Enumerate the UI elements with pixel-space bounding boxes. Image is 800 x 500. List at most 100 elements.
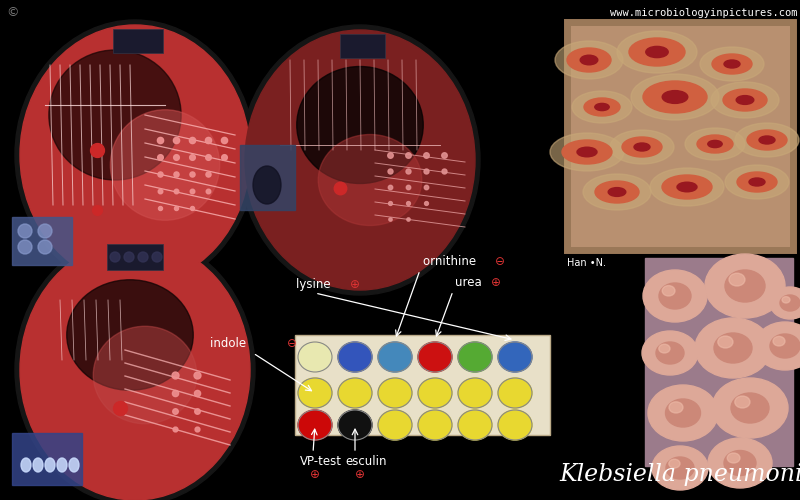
Ellipse shape <box>498 410 532 440</box>
Ellipse shape <box>555 41 623 79</box>
Ellipse shape <box>749 178 765 186</box>
Ellipse shape <box>94 326 197 424</box>
Ellipse shape <box>45 458 55 472</box>
Text: esculin: esculin <box>345 455 386 468</box>
Ellipse shape <box>584 98 620 116</box>
Ellipse shape <box>20 25 250 285</box>
Ellipse shape <box>49 50 181 180</box>
Ellipse shape <box>729 273 745 286</box>
Ellipse shape <box>69 458 79 472</box>
Ellipse shape <box>659 283 691 309</box>
Ellipse shape <box>634 143 650 151</box>
Ellipse shape <box>418 410 452 440</box>
Ellipse shape <box>631 74 719 120</box>
Ellipse shape <box>458 342 492 372</box>
Bar <box>340 34 385 58</box>
Ellipse shape <box>595 181 639 203</box>
Ellipse shape <box>378 410 412 440</box>
Circle shape <box>18 224 32 238</box>
Ellipse shape <box>418 342 452 372</box>
Ellipse shape <box>580 55 598 65</box>
Ellipse shape <box>736 96 754 104</box>
Ellipse shape <box>770 287 800 319</box>
Ellipse shape <box>731 393 769 423</box>
Ellipse shape <box>240 25 480 295</box>
Ellipse shape <box>577 147 597 157</box>
Ellipse shape <box>378 378 412 408</box>
Ellipse shape <box>697 135 733 153</box>
Ellipse shape <box>643 270 707 322</box>
Ellipse shape <box>656 342 684 364</box>
Ellipse shape <box>110 110 220 220</box>
Ellipse shape <box>608 188 626 196</box>
Ellipse shape <box>737 172 777 192</box>
Ellipse shape <box>662 90 688 104</box>
Ellipse shape <box>338 342 372 372</box>
Ellipse shape <box>629 38 685 66</box>
Text: Klebsiella pneumoniae: Klebsiella pneumoniae <box>559 463 800 486</box>
Ellipse shape <box>723 89 767 111</box>
Ellipse shape <box>298 342 332 372</box>
Ellipse shape <box>498 342 532 372</box>
Circle shape <box>38 240 52 254</box>
Ellipse shape <box>550 133 624 171</box>
Ellipse shape <box>643 81 707 113</box>
Ellipse shape <box>666 399 701 427</box>
Bar <box>295 335 550 435</box>
Ellipse shape <box>652 446 708 490</box>
Ellipse shape <box>567 48 611 72</box>
Bar <box>107 244 163 270</box>
Bar <box>240 145 295 210</box>
Ellipse shape <box>685 128 745 160</box>
Ellipse shape <box>33 458 43 472</box>
Ellipse shape <box>782 296 790 303</box>
Ellipse shape <box>298 410 332 440</box>
Text: indole: indole <box>210 337 250 350</box>
Ellipse shape <box>297 66 423 184</box>
Ellipse shape <box>298 378 332 408</box>
Ellipse shape <box>15 235 255 500</box>
Ellipse shape <box>458 410 492 440</box>
Ellipse shape <box>724 450 756 475</box>
Circle shape <box>38 224 52 238</box>
Ellipse shape <box>708 140 722 147</box>
Circle shape <box>18 240 32 254</box>
Circle shape <box>138 252 148 262</box>
Ellipse shape <box>669 459 680 468</box>
Ellipse shape <box>583 174 651 210</box>
Ellipse shape <box>662 286 675 296</box>
Ellipse shape <box>695 318 771 378</box>
Ellipse shape <box>705 254 785 318</box>
Ellipse shape <box>662 175 712 199</box>
Ellipse shape <box>700 47 764 81</box>
Ellipse shape <box>725 165 789 199</box>
Text: ⊕: ⊕ <box>350 278 360 291</box>
Ellipse shape <box>755 322 800 370</box>
Bar <box>12 217 72 265</box>
Text: ⊖: ⊖ <box>495 255 505 268</box>
Ellipse shape <box>712 378 788 438</box>
Circle shape <box>110 252 120 262</box>
Circle shape <box>152 252 162 262</box>
Text: ⊕: ⊕ <box>310 468 320 481</box>
Ellipse shape <box>727 453 740 463</box>
Ellipse shape <box>708 438 772 488</box>
Ellipse shape <box>648 385 718 441</box>
Ellipse shape <box>714 333 752 363</box>
Ellipse shape <box>773 336 785 346</box>
Ellipse shape <box>669 402 683 413</box>
Circle shape <box>124 252 134 262</box>
Ellipse shape <box>617 31 697 73</box>
Ellipse shape <box>666 457 694 479</box>
Bar <box>12 433 82 485</box>
Ellipse shape <box>759 136 775 144</box>
Ellipse shape <box>572 91 632 123</box>
Ellipse shape <box>458 378 492 408</box>
Ellipse shape <box>21 458 31 472</box>
Ellipse shape <box>780 295 800 311</box>
Ellipse shape <box>642 331 698 375</box>
Ellipse shape <box>747 130 787 150</box>
Text: ornithine: ornithine <box>423 255 480 268</box>
Text: www.microbiologyinpictures.com: www.microbiologyinpictures.com <box>610 8 797 18</box>
Ellipse shape <box>677 182 697 192</box>
